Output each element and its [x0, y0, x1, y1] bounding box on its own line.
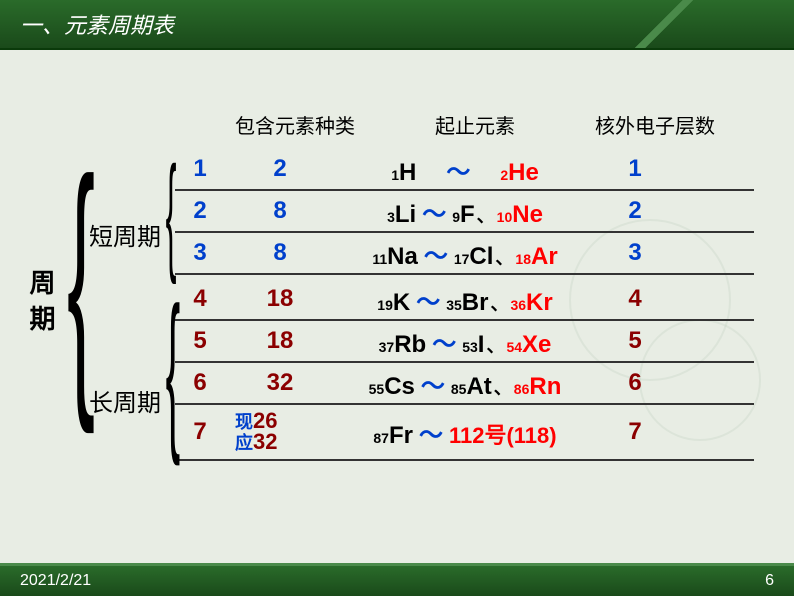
period-count-special: 现26 应32	[225, 411, 335, 453]
shell-count: 2	[595, 197, 675, 225]
period-number: 6	[175, 369, 225, 397]
period-count: 18	[225, 327, 335, 355]
shell-count: 3	[595, 239, 675, 267]
element-range: 55Cs ～ 85At、 86Rn	[335, 366, 595, 401]
period-count: 8	[225, 239, 335, 267]
table-row: 2 8 3Li ～ 9F、 10Ne 2	[175, 191, 754, 233]
slide-footer: 2021/2/21 6	[0, 563, 794, 596]
period-number: 1	[175, 155, 225, 183]
shell-count: 6	[595, 369, 675, 397]
short-brace: {	[166, 157, 170, 267]
short-period-rows: 1 2 1H ～ 2He 1 2 8 3Li ～ 9F、 10Ne 2 3 8 …	[175, 149, 754, 275]
period-count: 18	[225, 285, 335, 313]
column-headers: 包含元素种类 起止元素 核外电子层数	[30, 110, 754, 139]
period-number: 7	[175, 418, 225, 446]
long-brace: {	[166, 295, 170, 445]
element-range: 1H ～ 2He	[335, 152, 595, 187]
shell-count: 1	[595, 155, 675, 183]
element-range: 37Rb ～ 53I、 54Xe	[335, 324, 595, 359]
table-row: 4 18 19K ～ 35Br、 36Kr 4	[175, 279, 754, 321]
period-number: 3	[175, 239, 225, 267]
element-range: 87Fr ～ 112号(118)	[335, 415, 595, 450]
element-range: 11Na ～ 17Cl、 18Ar	[335, 236, 595, 271]
shell-count: 7	[595, 418, 675, 446]
period-number: 4	[175, 285, 225, 313]
table-row: 6 32 55Cs ～ 85At、 86Rn 6	[175, 363, 754, 405]
footer-date: 2021/2/21	[20, 572, 91, 590]
period-number: 5	[175, 327, 225, 355]
shell-count: 5	[595, 327, 675, 355]
outer-brace: {	[67, 139, 73, 419]
long-period-rows: 4 18 19K ～ 35Br、 36Kr 4 5 18 37Rb ～ 53I、…	[175, 279, 754, 461]
element-range: 19K ～ 35Br、 36Kr	[335, 282, 595, 317]
period-count: 2	[225, 155, 335, 183]
table-row: 3 8 11Na ～ 17Cl、 18Ar 3	[175, 233, 754, 275]
period-count: 32	[225, 369, 335, 397]
table-row: 5 18 37Rb ～ 53I、 54Xe 5	[175, 321, 754, 363]
period-number: 2	[175, 197, 225, 225]
slide-content: 包含元素种类 起止元素 核外电子层数 周期 { 短周期 { 1 2 1H ～ 2…	[0, 50, 794, 485]
table-row: 1 2 1H ～ 2He 1	[175, 149, 754, 191]
shell-count: 4	[595, 285, 675, 313]
col-range: 起止元素	[365, 110, 585, 139]
col-element-types: 包含元素种类	[225, 110, 365, 139]
slide-header: 一、元素周期表	[0, 0, 794, 50]
period-vertical-label: 周期	[30, 149, 60, 341]
element-range: 3Li ～ 9F、 10Ne	[335, 194, 595, 229]
table-row: 7 现26 应32 87Fr ～ 112号(118) 7	[175, 405, 754, 461]
col-shells: 核外电子层数	[585, 110, 725, 139]
footer-page: 6	[765, 572, 774, 590]
slide-title: 一、元素周期表	[20, 13, 174, 38]
period-count: 8	[225, 197, 335, 225]
